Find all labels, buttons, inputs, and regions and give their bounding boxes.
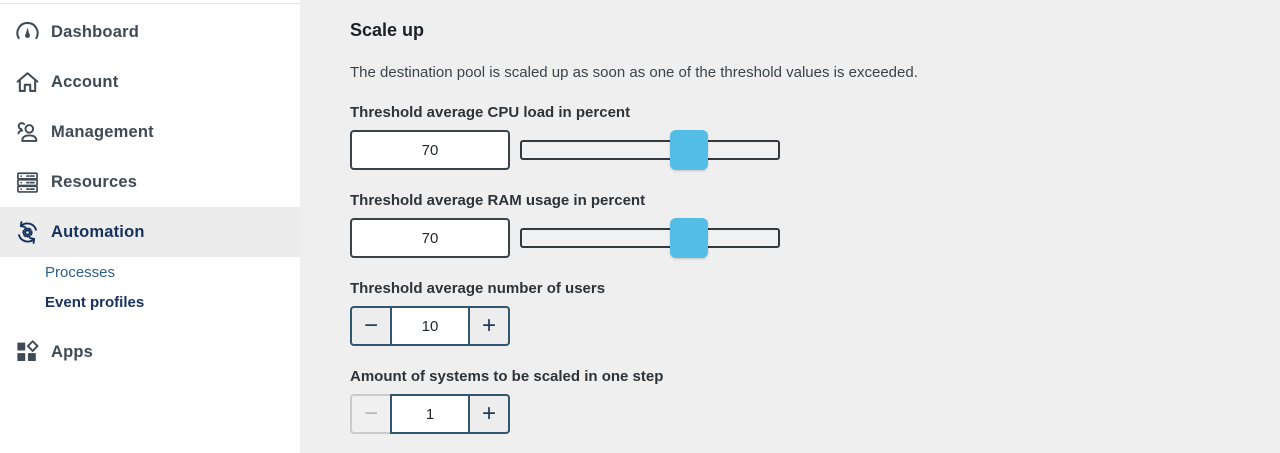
sidebar-item-label: Dashboard [51, 22, 139, 41]
cpu-threshold-slider[interactable] [520, 130, 780, 170]
sidebar-item-resources[interactable]: Resources [0, 157, 300, 207]
systems-per-step-stepper: − + [350, 394, 510, 434]
gauge-icon [13, 18, 41, 46]
sidebar-item-apps[interactable]: Apps [0, 327, 300, 377]
sidebar-nav: Dashboard Account Management [0, 4, 300, 377]
systems-per-step-label: Amount of systems to be scaled in one st… [350, 368, 664, 385]
slider-thumb[interactable] [670, 218, 708, 258]
ram-threshold-row [350, 218, 1280, 258]
increment-button[interactable]: + [470, 306, 510, 346]
server-icon [13, 168, 41, 196]
increment-button[interactable]: + [470, 394, 510, 434]
apps-grid-icon [13, 338, 41, 366]
sidebar-item-label: Resources [51, 172, 138, 191]
systems-per-step-row: − + [350, 394, 1280, 434]
slider-thumb[interactable] [670, 130, 708, 170]
ram-threshold-label: Threshold average RAM usage in percent [350, 192, 646, 209]
sidebar-item-account[interactable]: Account [0, 57, 300, 107]
sidebar-subitem-event-profiles[interactable]: Event profiles [0, 287, 300, 317]
slider-track[interactable] [520, 228, 780, 248]
page-description: The destination pool is scaled up as soo… [350, 64, 918, 81]
systems-per-step-input[interactable] [390, 394, 470, 434]
sidebar-item-dashboard[interactable]: Dashboard [0, 7, 300, 57]
sidebar-item-management[interactable]: Management [0, 107, 300, 157]
slider-track[interactable] [520, 140, 780, 160]
users-threshold-input[interactable] [390, 306, 470, 346]
users-threshold-row: − + [350, 306, 1280, 346]
decrement-button[interactable]: − [350, 306, 390, 346]
sub-item-label: Processes [45, 263, 116, 281]
sidebar-item-label: Apps [51, 342, 94, 361]
home-icon [13, 68, 41, 96]
page-title: Scale up [350, 20, 425, 40]
scale-up-panel: Scale up The destination pool is scaled … [300, 0, 1280, 453]
sidebar-top-divider [0, 0, 300, 4]
cpu-threshold-input[interactable] [350, 130, 510, 170]
sub-item-label: Event profiles [45, 293, 145, 311]
cpu-threshold-row [350, 130, 1280, 170]
users-threshold-label: Threshold average number of users [350, 280, 606, 297]
ram-threshold-slider[interactable] [520, 218, 780, 258]
sidebar-item-label: Automation [51, 222, 145, 241]
users-icon [13, 118, 41, 146]
cpu-threshold-label: Threshold average CPU load in percent [350, 104, 631, 121]
sidebar-item-label: Account [51, 72, 119, 91]
sidebar-item-automation[interactable]: Automation [0, 207, 300, 257]
sidebar-subitem-processes[interactable]: Processes [0, 257, 300, 287]
ram-threshold-input[interactable] [350, 218, 510, 258]
users-threshold-stepper: − + [350, 306, 510, 346]
sidebar: Dashboard Account Management [0, 0, 300, 453]
automation-gear-sync-icon [13, 218, 41, 246]
decrement-button-disabled[interactable]: − [350, 394, 390, 434]
sidebar-item-label: Management [51, 122, 154, 141]
automation-sub-nav: Processes Event profiles [0, 257, 300, 317]
